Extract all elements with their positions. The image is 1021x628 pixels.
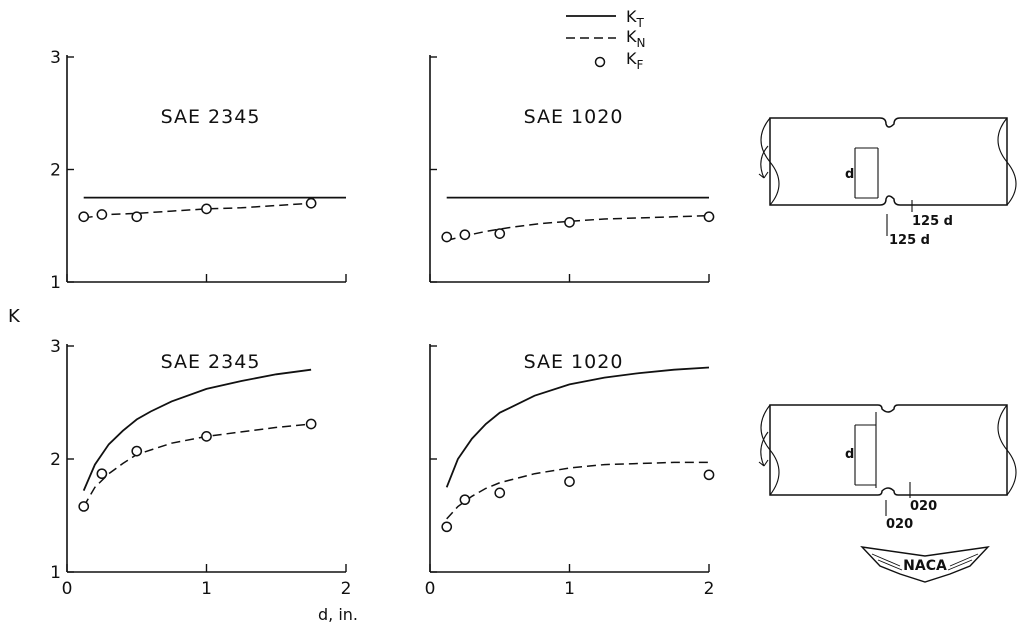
kt-series-line	[82, 368, 312, 491]
shaft-outline	[769, 117, 1008, 206]
y-tick-label: 3	[50, 48, 61, 68]
chart-panel-2: SAE 1020	[429, 55, 715, 283]
legend-kf-label: KF	[626, 49, 644, 72]
panel-title: SAE 1020	[524, 106, 624, 128]
kf-data-point	[78, 211, 90, 223]
y-tick-label: 2	[50, 161, 61, 181]
kf-data-point	[96, 468, 108, 480]
x-tick-label: 0	[425, 579, 436, 599]
x-axis-label: d, in.	[318, 605, 358, 624]
rotation-arrow-left	[758, 431, 769, 467]
kf-data-point	[305, 418, 317, 430]
kf-data-point	[459, 494, 471, 506]
legend-kt-label: KT	[626, 7, 645, 30]
logo-wings	[860, 546, 990, 583]
shaft-right-break	[997, 404, 1017, 496]
kt-series-line	[445, 366, 710, 488]
specimen-diagram-bottom: d 020 020	[758, 404, 1017, 532]
y-tick-label: 1	[50, 563, 61, 583]
y-axis-label: K	[8, 306, 21, 327]
kf-data-point	[703, 211, 715, 223]
kf-data-point	[703, 469, 715, 481]
chart-panel-1: 1 2 3 SAE 2345	[50, 48, 347, 293]
kn-series-line	[83, 423, 312, 507]
kf-data-point	[459, 229, 471, 241]
kf-data-point	[564, 476, 575, 487]
kf-data-point	[305, 197, 317, 209]
legend: KT KN KF	[566, 7, 645, 72]
kf-data-point	[494, 487, 506, 499]
kf-data-point	[131, 211, 143, 223]
shaft-outline	[769, 404, 1008, 496]
dimension-label-2: 020	[886, 517, 913, 532]
kf-data-point	[441, 521, 453, 533]
panel-title: SAE 1020	[524, 351, 624, 373]
kn-series-line	[83, 202, 312, 219]
kf-data-point	[201, 431, 212, 442]
dimension-label-1: 020	[910, 499, 937, 514]
logo-text: NACA	[903, 558, 947, 574]
y-tick-label: 1	[50, 273, 61, 293]
legend-kn-label: KN	[626, 27, 645, 50]
x-tick-label: 1	[201, 579, 212, 599]
y-tick-label: 3	[50, 337, 61, 357]
shaft-left-break	[760, 117, 780, 206]
logo-feathers	[871, 553, 979, 571]
chart-panel-4: 0 1 2 SAE 1020	[425, 344, 715, 599]
d-label: d	[845, 167, 854, 182]
shaft-right-break	[997, 117, 1017, 206]
kf-data-point	[96, 209, 108, 220]
kf-data-point	[201, 203, 212, 215]
naca-logo: NACA	[860, 546, 990, 583]
kn-series-line	[446, 461, 709, 520]
panel-title: SAE 2345	[161, 106, 261, 128]
kn-series-line	[446, 214, 710, 242]
kf-data-point	[564, 217, 575, 228]
x-tick-label: 2	[704, 579, 715, 599]
dimension-label-1: 125 d	[912, 214, 953, 229]
x-tick-label: 0	[62, 579, 73, 599]
shaft-left-break	[760, 404, 780, 496]
d-label: d	[845, 447, 854, 462]
rotation-arrow-left	[758, 145, 769, 179]
x-tick-label: 1	[564, 579, 575, 599]
kf-data-point	[131, 445, 143, 457]
panel-title: SAE 2345	[161, 351, 261, 373]
kf-data-point	[78, 501, 90, 512]
kf-data-point	[494, 228, 506, 239]
legend-kf-swatch	[594, 56, 606, 68]
y-tick-label: 2	[50, 450, 61, 470]
specimen-diagram-top: d 125 d 125 d	[758, 117, 1017, 248]
dimension-label-2: 125 d	[889, 233, 930, 248]
kf-data-point	[441, 231, 453, 243]
x-tick-label: 2	[341, 579, 352, 599]
